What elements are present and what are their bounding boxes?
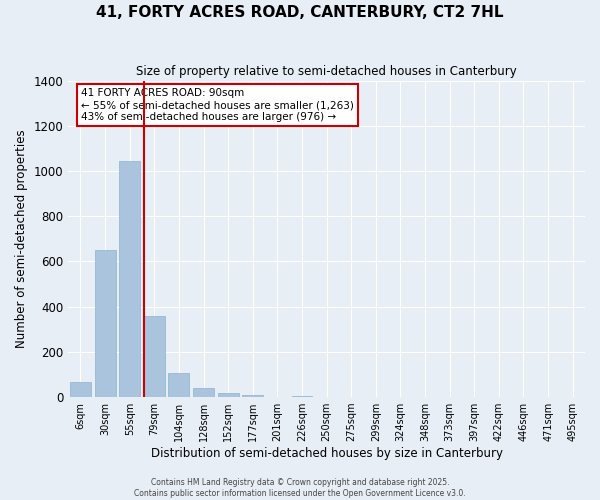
Title: Size of property relative to semi-detached houses in Canterbury: Size of property relative to semi-detach… bbox=[136, 65, 517, 78]
Bar bbox=[119, 161, 140, 397]
Bar bbox=[95, 250, 116, 397]
Text: 41 FORTY ACRES ROAD: 90sqm
← 55% of semi-detached houses are smaller (1,263)
43%: 41 FORTY ACRES ROAD: 90sqm ← 55% of semi… bbox=[81, 88, 354, 122]
Bar bbox=[144, 316, 165, 397]
Text: Contains HM Land Registry data © Crown copyright and database right 2025.
Contai: Contains HM Land Registry data © Crown c… bbox=[134, 478, 466, 498]
Bar bbox=[292, 396, 313, 397]
Bar bbox=[169, 374, 190, 397]
X-axis label: Distribution of semi-detached houses by size in Canterbury: Distribution of semi-detached houses by … bbox=[151, 447, 503, 460]
Bar bbox=[70, 382, 91, 397]
Text: 41, FORTY ACRES ROAD, CANTERBURY, CT2 7HL: 41, FORTY ACRES ROAD, CANTERBURY, CT2 7H… bbox=[96, 5, 504, 20]
Bar bbox=[242, 396, 263, 397]
Y-axis label: Number of semi-detached properties: Number of semi-detached properties bbox=[15, 130, 28, 348]
Bar bbox=[218, 393, 239, 397]
Bar bbox=[193, 388, 214, 397]
